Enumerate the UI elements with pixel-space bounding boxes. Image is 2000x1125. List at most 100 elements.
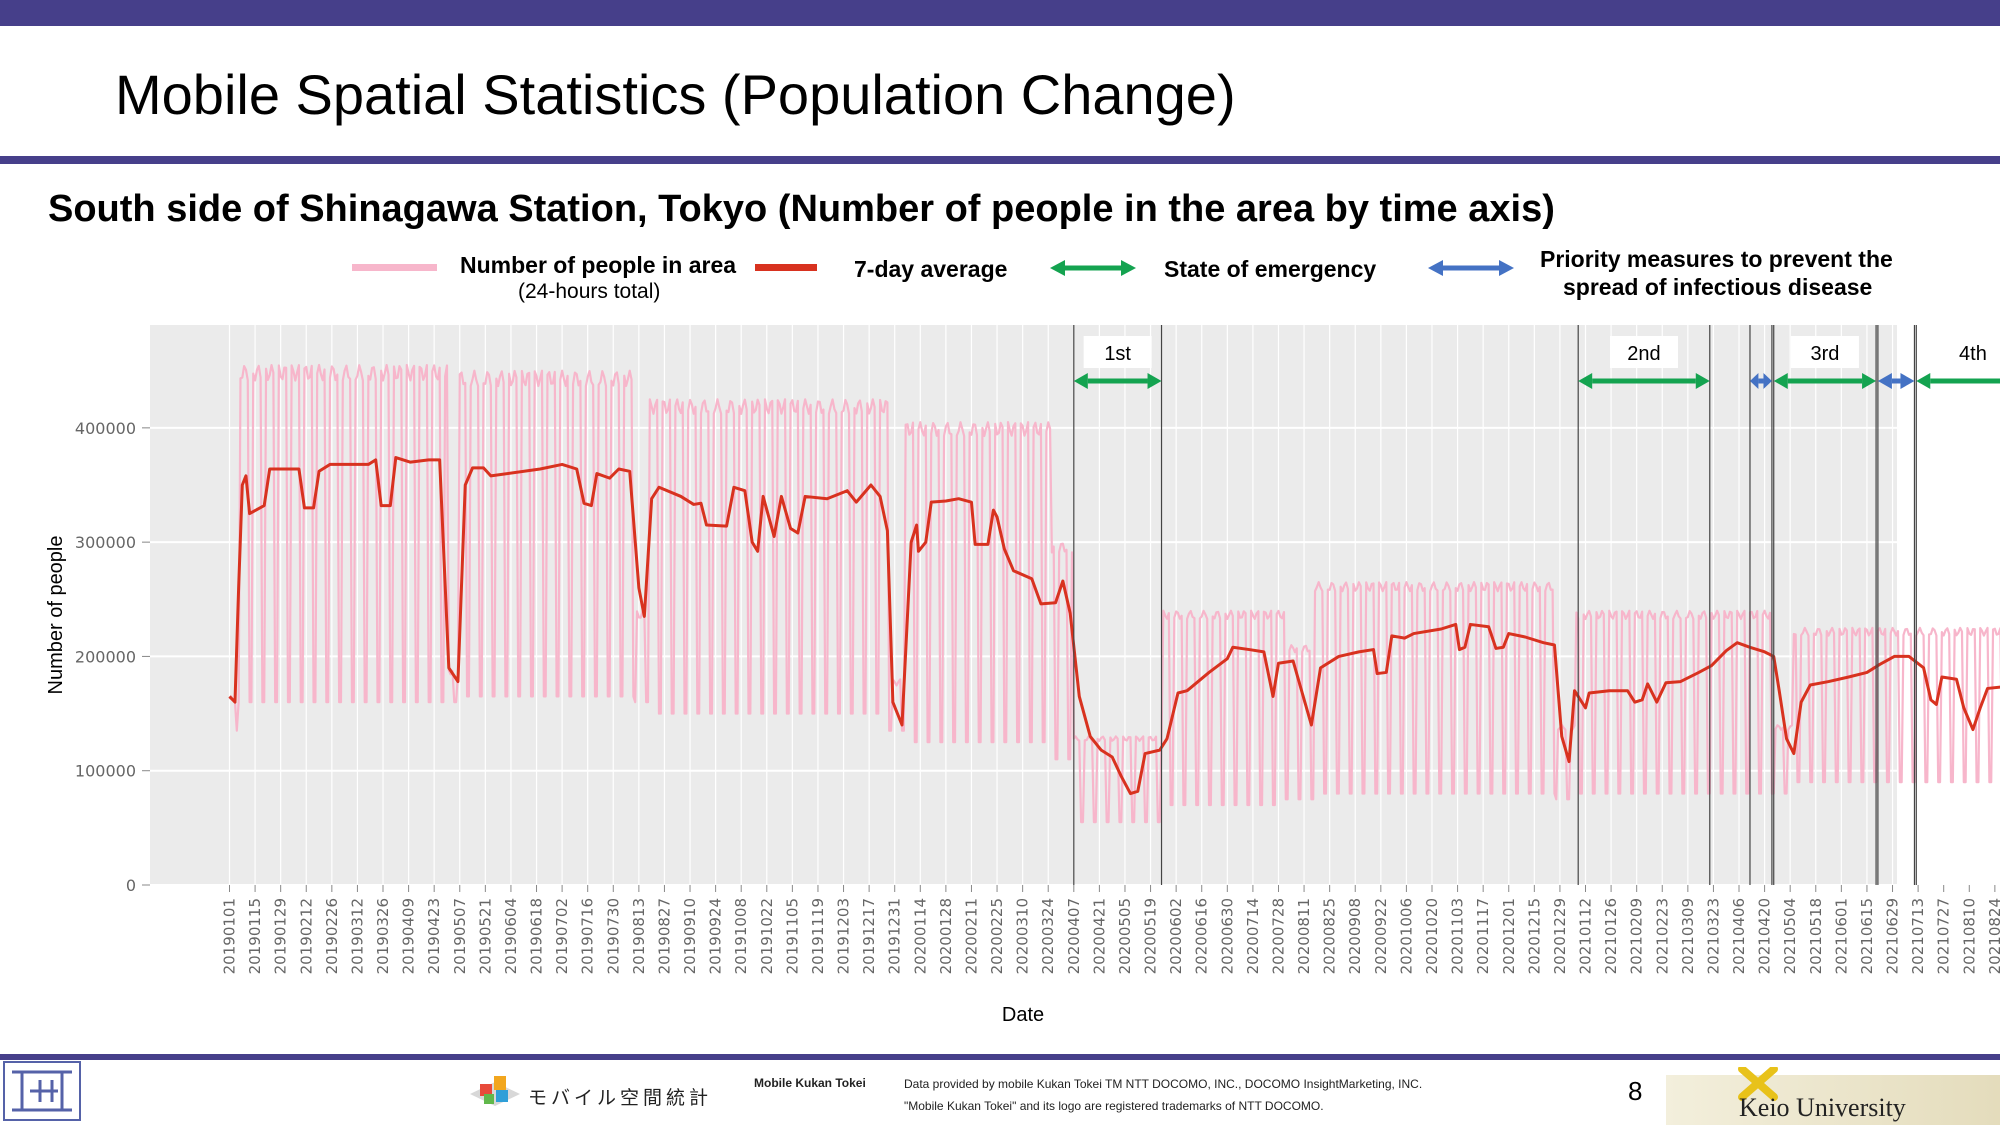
- x-tick-label: 20200908: [1346, 898, 1364, 974]
- x-tick-label: 20210518: [1807, 898, 1825, 974]
- x-tick-label: 20191203: [835, 898, 853, 974]
- x-tick-label: 20200114: [911, 898, 929, 974]
- footer-credit-2: "Mobile Kukan Tokei" and its logo are re…: [904, 1099, 1324, 1113]
- plot-background: [150, 325, 1897, 885]
- footer-brand: Mobile Kukan Tokei: [754, 1076, 866, 1090]
- chart-subtitle: South side of Shinagawa Station, Tokyo (…: [48, 188, 1555, 230]
- x-tick-label: 20190423: [425, 898, 443, 974]
- legend-avg-label: 7-day average: [854, 256, 1008, 282]
- y-axis-title: Number of people: [45, 536, 67, 695]
- period-label-box: [1938, 336, 2000, 368]
- period-arrow-head: [1900, 373, 1915, 389]
- legend-priority-label-1: Priority measures to prevent the: [1540, 246, 1893, 272]
- university-name: Keio University: [1739, 1093, 1906, 1122]
- x-tick-label: 20210504: [1781, 898, 1799, 974]
- x-tick-label: 20200421: [1090, 898, 1108, 974]
- footer-divider: [0, 1054, 2000, 1060]
- x-tick-label: 20200505: [1116, 898, 1134, 974]
- x-tick-label: 20210810: [1960, 898, 1978, 974]
- x-tick-label: 20210420: [1756, 898, 1774, 974]
- x-tick-label: 20210713: [1909, 898, 1927, 974]
- chart-legend: Number of people in area (24-hours total…: [0, 246, 2000, 306]
- legend-priority-label-2: spread of infectious disease: [1563, 274, 1873, 300]
- x-tick-label: 20191119: [809, 898, 827, 974]
- population-line-chart: 1st 2nd 3rd 4th 0 100000 200000 300000 400000 2…: [45, 325, 2000, 1026]
- x-axis-title: Date: [1002, 1004, 1044, 1026]
- y-tick-label: 400000: [75, 419, 136, 438]
- legend-emergency-label: State of emergency: [1164, 256, 1377, 282]
- institution-logo: [3, 1061, 81, 1121]
- y-tick-label: 300000: [75, 533, 136, 552]
- x-axis-ticks: 20190101 20190115 20190129 20190212 20190226…: [221, 885, 2000, 974]
- mobile-kukan-tokei-logo-icon: [470, 1076, 520, 1106]
- period-arrow-head: [1073, 373, 1088, 389]
- x-tick-label: 20201229: [1551, 898, 1569, 974]
- x-tick-label: 20210209: [1628, 898, 1646, 974]
- period-label-box: [1083, 336, 1152, 368]
- x-tick-label: 20210223: [1653, 898, 1671, 974]
- people-in-area-line: [228, 363, 2000, 824]
- x-tick-label: 20190604: [502, 898, 520, 974]
- period-arrow-head: [1763, 373, 1772, 389]
- x-tick-label: 20200922: [1372, 898, 1390, 974]
- period-arrow-head: [1695, 373, 1710, 389]
- legend-priority-arrow: [1428, 260, 1514, 276]
- period-arrow-head: [1862, 373, 1877, 389]
- legend-people-label: Number of people in area: [460, 252, 737, 278]
- x-tick-label: 20210323: [1704, 898, 1722, 974]
- x-tick-label: 20190101: [221, 898, 239, 974]
- emergency-periods: 1st 2nd 3rd 4th: [1073, 325, 2000, 885]
- x-tick-label: 20190212: [297, 898, 315, 974]
- x-tick-label: 20210112: [1577, 898, 1595, 974]
- period-label: 4th: [1959, 343, 1987, 365]
- x-tick-label: 20210824: [1986, 898, 2000, 974]
- x-tick-label: 20190409: [400, 898, 418, 974]
- period-arrow-head: [1578, 373, 1593, 389]
- x-tick-label: 20190813: [630, 898, 648, 974]
- x-tick-label: 20200616: [1193, 898, 1211, 974]
- period-arrow-head: [1773, 373, 1788, 389]
- x-tick-label: 20210629: [1884, 898, 1902, 974]
- x-tick-label: 20201006: [1397, 898, 1415, 974]
- x-tick-label: 20190521: [476, 898, 494, 974]
- page-number: 8: [1628, 1076, 1643, 1106]
- x-tick-label: 20190924: [707, 898, 725, 974]
- period-arrow-head: [1749, 373, 1759, 389]
- period-arrow-head: [1147, 373, 1162, 389]
- x-tick-label: 20190716: [579, 898, 597, 974]
- slide-title: Mobile Spatial Statistics (Population Ch…: [115, 63, 1236, 126]
- keio-university-logo: Keio University: [1666, 1067, 2000, 1125]
- period-label: 3rd: [1810, 343, 1839, 365]
- pen-emblem-icon: [1738, 1067, 1778, 1101]
- x-tick-label: 20190326: [374, 898, 392, 974]
- x-tick-label: 20190910: [681, 898, 699, 974]
- legend-avg-swatch: [755, 264, 817, 271]
- top-banner: [0, 0, 2000, 26]
- y-tick-label: 0: [126, 876, 136, 895]
- y-axis-ticks: 0 100000 200000 300000 400000: [75, 419, 150, 895]
- y-tick-label: 100000: [75, 762, 136, 781]
- x-tick-label: 20190115: [246, 898, 264, 974]
- x-tick-label: 20210406: [1730, 898, 1748, 974]
- x-tick-label: 20200310: [1014, 898, 1032, 974]
- x-tick-label: 20200128: [937, 898, 955, 974]
- x-tick-label: 20200714: [1244, 898, 1262, 974]
- x-tick-label: 20200811: [1295, 898, 1313, 974]
- x-tick-label: 20191217: [860, 898, 878, 974]
- x-tick-label: 20200407: [1065, 898, 1083, 974]
- x-tick-label: 20200630: [1218, 898, 1236, 974]
- footer-credit-1: Data provided by mobile Kukan Tokei TM N…: [904, 1077, 1423, 1091]
- x-tick-label: 20191022: [758, 898, 776, 974]
- x-tick-label: 20200728: [1269, 898, 1287, 974]
- x-tick-label: 20210126: [1602, 898, 1620, 974]
- x-tick-label: 20200211: [962, 898, 980, 974]
- period-label-box: [1609, 336, 1678, 368]
- x-tick-label: 20201020: [1423, 898, 1441, 974]
- x-tick-label: 20201215: [1525, 898, 1543, 974]
- title-divider: [0, 156, 2000, 164]
- x-tick-label: 20190730: [604, 898, 622, 974]
- y-tick-label: 200000: [75, 647, 136, 666]
- daily-people-series: [228, 363, 2000, 824]
- seven-day-average-series: [228, 456, 2000, 796]
- x-tick-label: 20210727: [1935, 898, 1953, 974]
